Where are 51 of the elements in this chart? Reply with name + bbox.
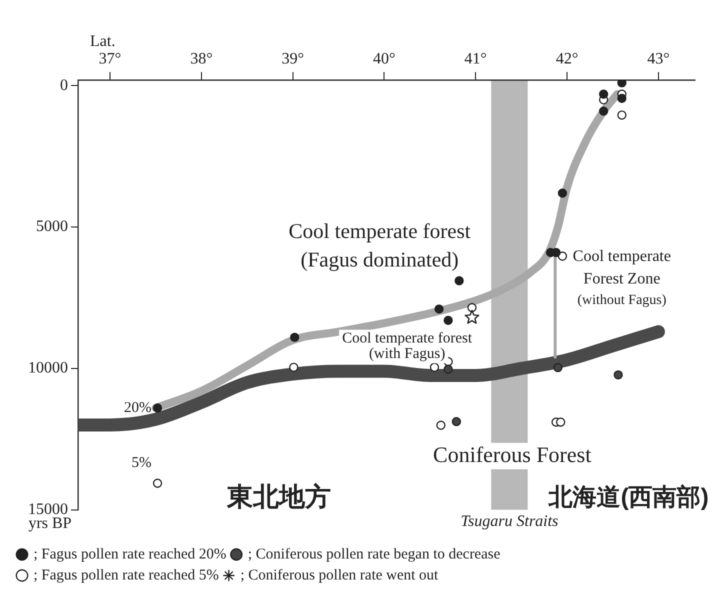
y-tick-label: 5000 (36, 218, 68, 236)
point (444, 364, 453, 374)
point (289, 362, 298, 372)
x-tick-label: 38° (190, 50, 213, 68)
point (436, 420, 446, 430)
point (152, 403, 162, 413)
point (598, 106, 608, 116)
point (434, 304, 444, 314)
point (617, 80, 626, 88)
point (444, 316, 453, 325)
annotation: (without Fagus) (577, 293, 667, 308)
point (556, 418, 566, 427)
legend-label: ; Coniferous pollen rate began to decrease (248, 546, 501, 562)
point (454, 276, 464, 286)
point (290, 332, 300, 342)
legend-label: ; Coniferous pollen rate went out (240, 567, 440, 584)
point (617, 94, 626, 103)
annotation: Cool temperate (572, 248, 671, 265)
annotation: 北海道(西南部) (548, 484, 709, 512)
point (553, 362, 562, 372)
annotation: 20% (124, 400, 152, 416)
point (430, 362, 440, 372)
point (558, 252, 568, 261)
point (452, 416, 462, 426)
annotation: Cool temperate forest (342, 330, 473, 347)
legend-label: ; Fagus pollen rate reached 5% (34, 567, 219, 584)
x-tick-label: 42° (556, 50, 578, 68)
annotation: Cool temperate forest (288, 219, 471, 244)
point (152, 478, 162, 488)
x-tick-label: 43° (647, 50, 670, 68)
x-tick-label: 40° (373, 50, 396, 68)
legend-label: ; Fagus pollen rate reached 20% (34, 546, 226, 562)
point (558, 188, 568, 198)
point (617, 110, 626, 120)
annotation: (Fagus dominated) (300, 247, 459, 272)
x-tick-label: 41° (464, 50, 487, 68)
annotation: 5% (132, 455, 152, 472)
y-tick-label: 10000 (28, 360, 68, 377)
x-tick-label: 37° (98, 50, 122, 68)
x-axis-title: Lat. (90, 33, 116, 50)
annotation: Forest Zone (583, 270, 660, 288)
point (467, 303, 477, 312)
band-label: Tsugaru Straits (460, 513, 558, 530)
point (464, 310, 480, 324)
point (598, 90, 608, 99)
annotation: 東北地方 (226, 482, 332, 512)
point (614, 370, 623, 380)
annotation: (with Fagus) (368, 346, 446, 362)
x-tick-label: 39° (282, 50, 304, 68)
annotation: Coniferous Forest (433, 442, 592, 467)
y-tick-label: 0 (60, 76, 68, 94)
